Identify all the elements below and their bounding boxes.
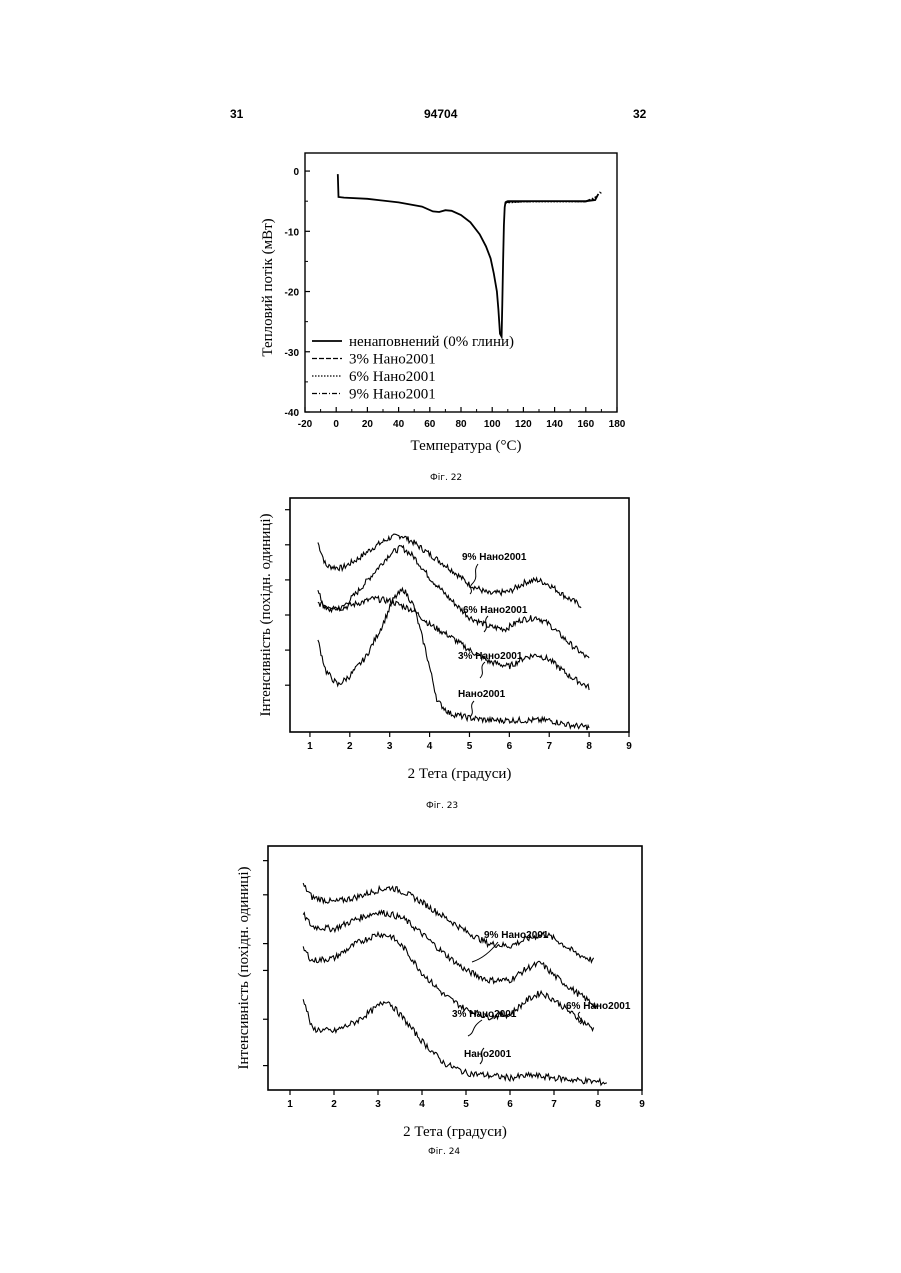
xrd24-plot-frame <box>268 846 642 1090</box>
dsc-y-tick-label: 0 <box>293 167 299 178</box>
dsc-legend-label-0: ненаповнений (0% глини) <box>349 334 514 350</box>
xrd24-x-tick-label: 7 <box>551 1099 557 1110</box>
xrd24-chart: 1 2 3 4 5 6 7 8 9 2 Тета (градуси) Інтенсивність (… <box>236 846 645 1140</box>
xrd24-x-tick-label: 2 <box>331 1099 337 1110</box>
xrd24-series-label-3: Нано2001 <box>464 1049 512 1060</box>
xrd23-x-tick-label: 5 <box>467 741 473 752</box>
dsc-legend-label-3: 9% Нано2001 <box>349 387 436 403</box>
dsc-x-tick-label: 180 <box>609 419 626 430</box>
xrd23-series-leader-1 <box>484 616 488 632</box>
xrd23-x-tick-label: 8 <box>586 741 592 752</box>
dsc-y-tick-label: -30 <box>285 348 300 359</box>
xrd24-x-tick-label: 5 <box>463 1099 469 1110</box>
dsc-x-tick-label: 40 <box>393 419 405 430</box>
dsc-x-tick-label: 20 <box>362 419 374 430</box>
xrd24-x-tick-label: 1 <box>287 1099 293 1110</box>
xrd23-series-leader-2 <box>480 662 485 678</box>
xrd24-series-line-1 <box>303 910 598 1007</box>
xrd24-x-tick-label: 9 <box>639 1099 645 1110</box>
dsc-x-tick-label: 100 <box>484 419 501 430</box>
xrd24-series-label-2: 3% Нано2001 <box>452 1009 517 1020</box>
dsc-x-tick-label: 0 <box>333 419 339 430</box>
xrd23-series-line-0 <box>318 534 581 608</box>
xrd23-series-line-1 <box>318 546 589 659</box>
xrd24-series-line-2 <box>303 933 593 1031</box>
xrd24-y-axis-label: Інтенсивність (похідн. одиниці) <box>236 867 252 1070</box>
dsc-legend-label-1: 3% Нано2001 <box>349 352 436 368</box>
dsc-x-tick-label: 120 <box>515 419 532 430</box>
xrd23-series-line-2 <box>318 596 589 690</box>
xrd23-x-tick-label: 4 <box>427 741 433 752</box>
xrd24-x-axis-label: 2 Тета (градуси) <box>403 1124 507 1140</box>
xrd24-x-tick-label: 3 <box>375 1099 381 1110</box>
xrd24-x-tick-label: 6 <box>507 1099 513 1110</box>
xrd23-series-line-3 <box>318 588 589 730</box>
dsc-y-axis-label: Тепловий потік (мВт) <box>260 218 276 356</box>
xrd23-x-tick-label: 7 <box>546 741 552 752</box>
xrd23-series-label-1: 6% Нано2001 <box>463 605 528 616</box>
dsc-y-tick-label: -40 <box>285 408 300 419</box>
dsc-legend-label-2: 6% Нано2001 <box>349 369 436 385</box>
dsc-y-tick-label: -10 <box>285 227 300 238</box>
xrd24-x-tick-label: 4 <box>419 1099 425 1110</box>
dsc-x-tick-label: 160 <box>577 419 594 430</box>
figures-canvas: -20 0 20 40 60 80 100 120 140 160 180 0 -10 -20 -30 -40… <box>0 0 901 1273</box>
xrd23-chart: 1 2 3 4 5 6 7 8 9 2 Тета (градуси) Інтенсивність (… <box>258 498 632 782</box>
xrd23-series-label-0: 9% Нано2001 <box>462 552 527 563</box>
xrd23-series-leader-3 <box>470 701 474 717</box>
dsc-x-tick-label: 80 <box>455 419 467 430</box>
xrd24-x-tick-label: 8 <box>595 1099 601 1110</box>
xrd23-y-axis-label: Інтенсивність (похідн. одиниці) <box>258 514 274 717</box>
dsc-series-line-0 <box>338 174 599 337</box>
dsc-x-axis-label: Температура (°C) <box>411 438 522 454</box>
patent-page: { "header": { "left_page": "31", "patent… <box>0 0 901 1273</box>
xrd23-x-tick-label: 1 <box>307 741 313 752</box>
xrd23-x-tick-label: 6 <box>507 741 513 752</box>
xrd24-series-label-0: 9% Нано2001 <box>484 930 549 941</box>
dsc-x-tick-label: -20 <box>298 419 313 430</box>
dsc-chart: -20 0 20 40 60 80 100 120 140 160 180 0 -10 -20 -30 -40… <box>260 153 626 454</box>
xrd23-series-label-2: 3% Нано2001 <box>458 651 523 662</box>
dsc-y-tick-label: -20 <box>285 288 300 299</box>
xrd23-x-axis-label: 2 Тета (градуси) <box>408 766 512 782</box>
xrd24-series-leader-2 <box>468 1020 482 1036</box>
dsc-x-tick-label: 60 <box>424 419 436 430</box>
xrd24-series-label-1: 6% Нано2001 <box>566 1001 631 1012</box>
xrd23-x-tick-label: 3 <box>387 741 393 752</box>
dsc-x-tick-label: 140 <box>546 419 563 430</box>
xrd23-x-tick-label: 9 <box>626 741 632 752</box>
xrd23-x-tick-label: 2 <box>347 741 353 752</box>
xrd23-series-label-3: Нано2001 <box>458 689 506 700</box>
